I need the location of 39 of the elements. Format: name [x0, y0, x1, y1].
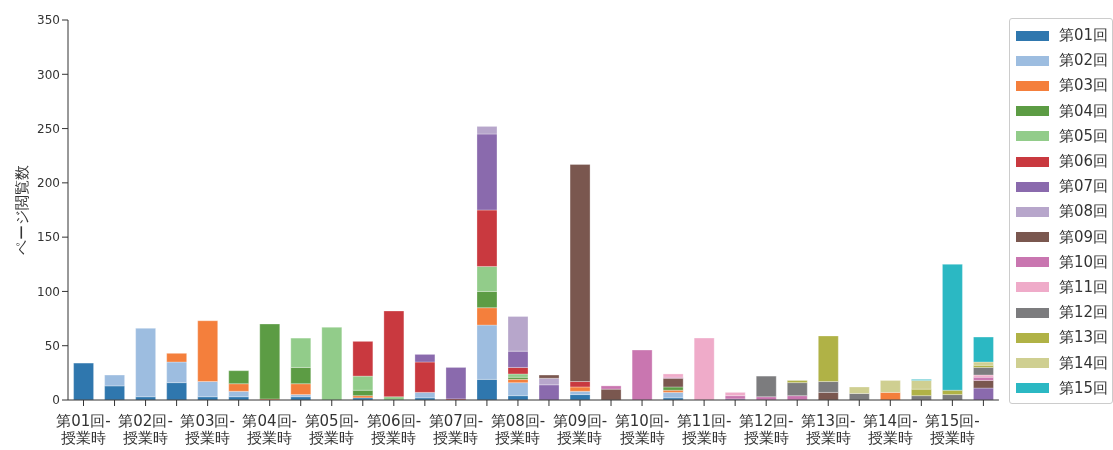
legend-label: 第10回	[1058, 252, 1108, 272]
legend-label: 第08回	[1058, 202, 1108, 222]
legend-label: 第11回	[1058, 277, 1108, 297]
x-tick-label: 第14回- 授業時	[863, 412, 918, 447]
legend-label: 第09回	[1058, 227, 1108, 247]
x-tick-label: 第07回- 授業時	[428, 412, 484, 447]
legend-label: 第12回	[1058, 303, 1108, 323]
x-tick-label: 第04回- 授業時	[242, 412, 297, 447]
y-tick-label: 250	[37, 121, 60, 136]
legend-label: 第15回	[1058, 378, 1108, 398]
legend-label: 第07回	[1058, 177, 1108, 197]
legend-label: 第14回	[1058, 353, 1108, 373]
legend-label: 第13回	[1058, 328, 1108, 348]
y-tick-label: 0	[52, 393, 60, 408]
y-tick-label: 150	[37, 230, 60, 245]
y-tick-label: 200	[37, 176, 60, 191]
x-tick-label: 第05回- 授業時	[304, 412, 360, 447]
x-tick-label: 第13回- 授業時	[800, 412, 856, 447]
legend-label: 第04回	[1058, 101, 1108, 121]
x-tick-label: 第01回- 授業時	[56, 412, 111, 447]
x-tick-label: 第06回- 授業時	[366, 412, 422, 447]
x-tick-label: 第10回- 授業時	[614, 412, 670, 447]
legend-label: 第03回	[1058, 76, 1108, 96]
x-tick-label: 第15回- 授業時	[925, 412, 980, 447]
legend-label: 第02回	[1058, 51, 1108, 71]
x-tick-label: 第03回- 授業時	[180, 412, 235, 447]
x-tick-label: 第11回- 授業時	[676, 412, 732, 447]
x-tick-label: 第08回- 授業時	[490, 412, 546, 447]
x-tick-label: 第12回- 授業時	[738, 412, 794, 447]
y-tick-label: 100	[37, 284, 60, 299]
legend-label: 第05回	[1058, 126, 1108, 146]
y-tick-label: 300	[37, 67, 60, 82]
legend-label: 第06回	[1058, 152, 1108, 172]
x-tick-label: 第02回- 授業時	[118, 412, 173, 447]
y-tick-label: 350	[37, 13, 60, 28]
legend-label: 第01回	[1058, 26, 1108, 46]
x-tick-label: 第09回- 授業時	[552, 412, 608, 447]
y-axis-title: ページ閲覧数	[13, 165, 32, 255]
y-tick-label: 50	[44, 338, 60, 353]
